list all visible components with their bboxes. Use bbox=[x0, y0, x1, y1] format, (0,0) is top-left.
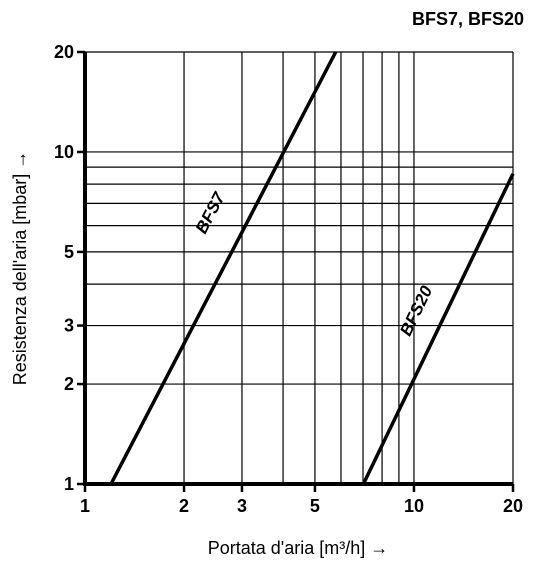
x-tick-label: 3 bbox=[237, 496, 247, 516]
y-tick-label: 10 bbox=[54, 142, 74, 162]
plot-frame bbox=[83, 51, 514, 486]
x-tick-label: 20 bbox=[503, 496, 523, 516]
series-label-bfs20: BFS20 bbox=[396, 282, 436, 338]
x-tick-label: 2 bbox=[179, 496, 189, 516]
y-tick-label: 2 bbox=[64, 374, 74, 394]
series-line-bfs7 bbox=[109, 51, 338, 485]
x-tick-label: 5 bbox=[310, 496, 320, 516]
series-labels: BFS7 BFS20 bbox=[192, 188, 437, 339]
chart-title: BFS7, BFS20 bbox=[412, 9, 524, 29]
x-tick-label: 1 bbox=[80, 496, 90, 516]
y-axis-label: Resistenza dell'aria [mbar] → bbox=[10, 151, 30, 386]
y-tick-label: 5 bbox=[64, 242, 74, 262]
series-line-bfs20 bbox=[361, 172, 515, 485]
y-tick-label: 20 bbox=[54, 42, 74, 62]
series-label-bfs7: BFS7 bbox=[192, 188, 230, 237]
x-tick-label: 10 bbox=[404, 496, 424, 516]
y-tick-label: 3 bbox=[64, 316, 74, 336]
x-axis-label: Portata d'aria [m³/h] → bbox=[208, 538, 389, 558]
grid bbox=[85, 52, 513, 484]
series-lines bbox=[109, 51, 515, 485]
y-tick-label: 1 bbox=[64, 474, 74, 494]
tick-labels: 1 2 3 5 10 20 1 2 3 5 10 20 bbox=[54, 42, 523, 516]
